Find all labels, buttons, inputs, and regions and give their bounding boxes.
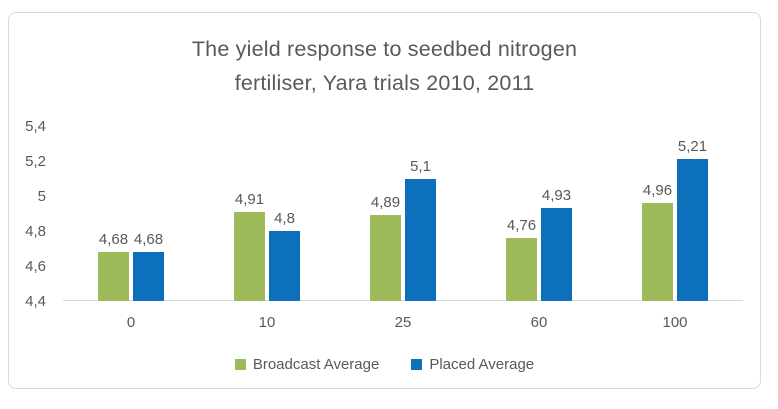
x-axis-line: [63, 300, 743, 301]
legend-item-placed-average[interactable]: Placed Average: [411, 355, 534, 374]
y-tick-label: 5,4: [25, 118, 46, 135]
legend: Broadcast Average Placed Average: [8, 355, 761, 374]
bar-broadcast-average[interactable]: [642, 203, 673, 301]
x-category-label: 100: [662, 314, 688, 331]
bar-data-label: 4,68: [98, 231, 129, 248]
bar-data-label: 4,8: [274, 210, 295, 227]
bar-data-label: 4,89: [370, 194, 401, 212]
bar-placed-average[interactable]: [677, 159, 708, 301]
x-category-label: 60: [530, 314, 548, 331]
bar-data-label: 4,91: [234, 190, 265, 208]
y-tick-label: 4,4: [25, 293, 46, 310]
bar-data-label: 4,68: [133, 231, 164, 248]
bar-broadcast-average[interactable]: [370, 215, 401, 301]
bar-data-label: 5,21: [677, 138, 708, 156]
bar-placed-average[interactable]: [405, 178, 436, 301]
bar-placed-average[interactable]: [133, 252, 164, 301]
legend-item-broadcast-average[interactable]: Broadcast Average: [234, 355, 380, 374]
bar-placed-average[interactable]: [269, 231, 300, 301]
y-tick-label: 4,6: [25, 258, 46, 275]
x-category-label: 10: [258, 314, 276, 331]
chart-frame[interactable]: [8, 12, 761, 389]
y-tick-label: 5,2: [25, 153, 46, 170]
y-tick-label: 5: [37, 188, 46, 205]
x-category-label: 0: [126, 314, 136, 331]
x-category-label: 25: [394, 314, 412, 331]
legend-label-broadcast: Broadcast Average: [252, 356, 380, 373]
bar-data-label: 4,93: [541, 187, 572, 205]
chart-title: The yield response to seedbed nitrogen f…: [8, 32, 761, 100]
legend-marker-broadcast-icon: [234, 359, 246, 370]
bar-data-label: 5,1: [410, 157, 431, 175]
legend-label-placed: Placed Average: [429, 356, 535, 373]
chart-title-line-1: The yield response to seedbed nitrogen: [191, 37, 578, 61]
bar-broadcast-average[interactable]: [506, 238, 537, 301]
bar-data-label: 4,96: [642, 182, 673, 199]
bar-data-label: 4,76: [506, 217, 537, 234]
bar-broadcast-average[interactable]: [98, 252, 129, 301]
bar-placed-average[interactable]: [541, 208, 572, 301]
chart-title-line-2: fertiliser, Yara trials 2010, 2011: [234, 71, 535, 95]
legend-marker-placed-icon: [411, 359, 423, 370]
y-tick-label: 4,8: [25, 223, 46, 240]
bar-broadcast-average[interactable]: [234, 211, 265, 301]
